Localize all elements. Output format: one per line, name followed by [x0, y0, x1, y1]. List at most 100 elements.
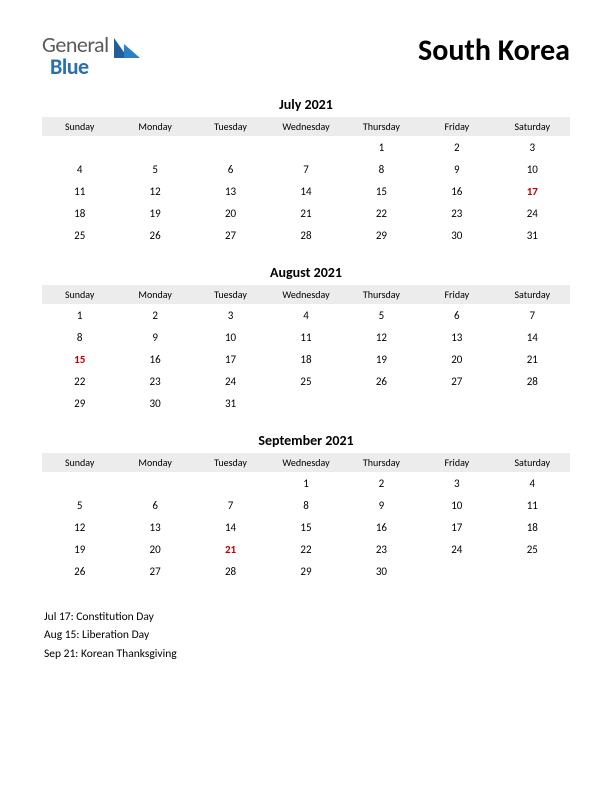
calendar-cell: 3: [419, 472, 494, 494]
day-header: Wednesday: [268, 453, 343, 472]
calendar-cell: 27: [419, 370, 494, 392]
calendar-cell: 20: [419, 348, 494, 370]
calendar-cell: 8: [344, 158, 419, 180]
calendar-table: SundayMondayTuesdayWednesdayThursdayFrid…: [42, 117, 570, 246]
calendar-cell: 24: [193, 370, 268, 392]
calendar-cell: [495, 560, 570, 582]
calendar-cell: 24: [495, 202, 570, 224]
calendar-cell: 12: [117, 180, 192, 202]
calendar-cell-holiday: 17: [495, 180, 570, 202]
calendar-cell: [419, 560, 494, 582]
calendar-cell: 12: [42, 516, 117, 538]
calendar-cell: [268, 136, 343, 158]
calendar-cell: 11: [42, 180, 117, 202]
calendar-cell: 28: [495, 370, 570, 392]
calendar-cell: 26: [117, 224, 192, 246]
calendar-cell: 10: [495, 158, 570, 180]
calendar-cell-holiday: 21: [193, 538, 268, 560]
day-header: Friday: [419, 117, 494, 136]
calendar-cell: 5: [117, 158, 192, 180]
calendar-cell: 1: [344, 136, 419, 158]
calendar-cell: 18: [42, 202, 117, 224]
calendar-cell: 8: [268, 494, 343, 516]
calendar-cell: 3: [495, 136, 570, 158]
calendar-cell: [419, 392, 494, 414]
day-header: Saturday: [495, 285, 570, 304]
calendar-cell: 17: [193, 348, 268, 370]
calendar-cell: 29: [42, 392, 117, 414]
calendar-cell: 5: [344, 304, 419, 326]
calendar-cell: 18: [495, 516, 570, 538]
calendar-cell: 12: [344, 326, 419, 348]
calendar-cell: 16: [344, 516, 419, 538]
calendar-cell: 30: [419, 224, 494, 246]
calendar-cell: 20: [117, 538, 192, 560]
logo: General Blue: [42, 30, 142, 78]
calendar-cell: [193, 472, 268, 494]
calendar-cell: 25: [268, 370, 343, 392]
calendar-cell: 28: [268, 224, 343, 246]
calendar-cell: 16: [419, 180, 494, 202]
month-title: September 2021: [42, 432, 570, 449]
calendar-cell: [42, 136, 117, 158]
day-header: Wednesday: [268, 117, 343, 136]
month-block: July 2021 SundayMondayTuesdayWednesdayThu…: [42, 96, 570, 246]
calendar-cell: 27: [193, 224, 268, 246]
calendar-cell: 16: [117, 348, 192, 370]
holiday-line: Jul 17: Constitution Day: [44, 608, 570, 626]
calendar-cell: 21: [268, 202, 343, 224]
calendar-cell: 13: [117, 516, 192, 538]
logo-triangles-icon: [114, 36, 142, 58]
calendar-cell: 6: [117, 494, 192, 516]
month-block: September 2021 SundayMondayTuesdayWednesd…: [42, 432, 570, 582]
month-title: July 2021: [42, 96, 570, 113]
calendar-cell: 25: [495, 538, 570, 560]
calendar-cell: [117, 472, 192, 494]
day-header: Monday: [117, 453, 192, 472]
calendar-cell: 26: [344, 370, 419, 392]
day-header: Wednesday: [268, 285, 343, 304]
calendar-cell: 4: [268, 304, 343, 326]
day-header: Sunday: [42, 285, 117, 304]
page-header: General Blue South Korea: [42, 30, 570, 78]
calendar-cell: 19: [117, 202, 192, 224]
calendar-cell: 14: [193, 516, 268, 538]
calendar-cell: 6: [193, 158, 268, 180]
calendar-cell: [193, 136, 268, 158]
country-title: South Korea: [418, 30, 570, 69]
month-title: August 2021: [42, 264, 570, 281]
calendar-table: SundayMondayTuesdayWednesdayThursdayFrid…: [42, 453, 570, 582]
calendar-cell: [268, 392, 343, 414]
calendar-cell: 2: [419, 136, 494, 158]
logo-text-block: General Blue: [42, 34, 142, 78]
calendar-cell: 2: [117, 304, 192, 326]
calendar-cell: 20: [193, 202, 268, 224]
calendar-cell: 2: [344, 472, 419, 494]
calendar-cell: 7: [268, 158, 343, 180]
calendar-cell: [344, 392, 419, 414]
calendar-cell: 23: [419, 202, 494, 224]
day-header: Monday: [117, 285, 192, 304]
calendar-cell: 22: [42, 370, 117, 392]
day-header: Thursday: [344, 453, 419, 472]
day-header: Sunday: [42, 117, 117, 136]
calendar-cell: 15: [344, 180, 419, 202]
calendar-cell: 15: [268, 516, 343, 538]
calendar-cell-holiday: 15: [42, 348, 117, 370]
calendar-cell: 21: [495, 348, 570, 370]
day-header: Friday: [419, 285, 494, 304]
holiday-line: Aug 15: Liberation Day: [44, 626, 570, 644]
month-block: August 2021 SundayMondayTuesdayWednesdayT…: [42, 264, 570, 414]
day-header: Sunday: [42, 453, 117, 472]
calendar-cell: 23: [117, 370, 192, 392]
calendar-cell: 3: [193, 304, 268, 326]
calendar-cell: 19: [42, 538, 117, 560]
day-header: Thursday: [344, 285, 419, 304]
calendar-cell: 25: [42, 224, 117, 246]
calendar-cell: 13: [419, 326, 494, 348]
calendar-cell: 30: [117, 392, 192, 414]
day-header: Tuesday: [193, 285, 268, 304]
calendar-cell: 11: [495, 494, 570, 516]
calendar-cell: 8: [42, 326, 117, 348]
calendar-cell: 10: [193, 326, 268, 348]
